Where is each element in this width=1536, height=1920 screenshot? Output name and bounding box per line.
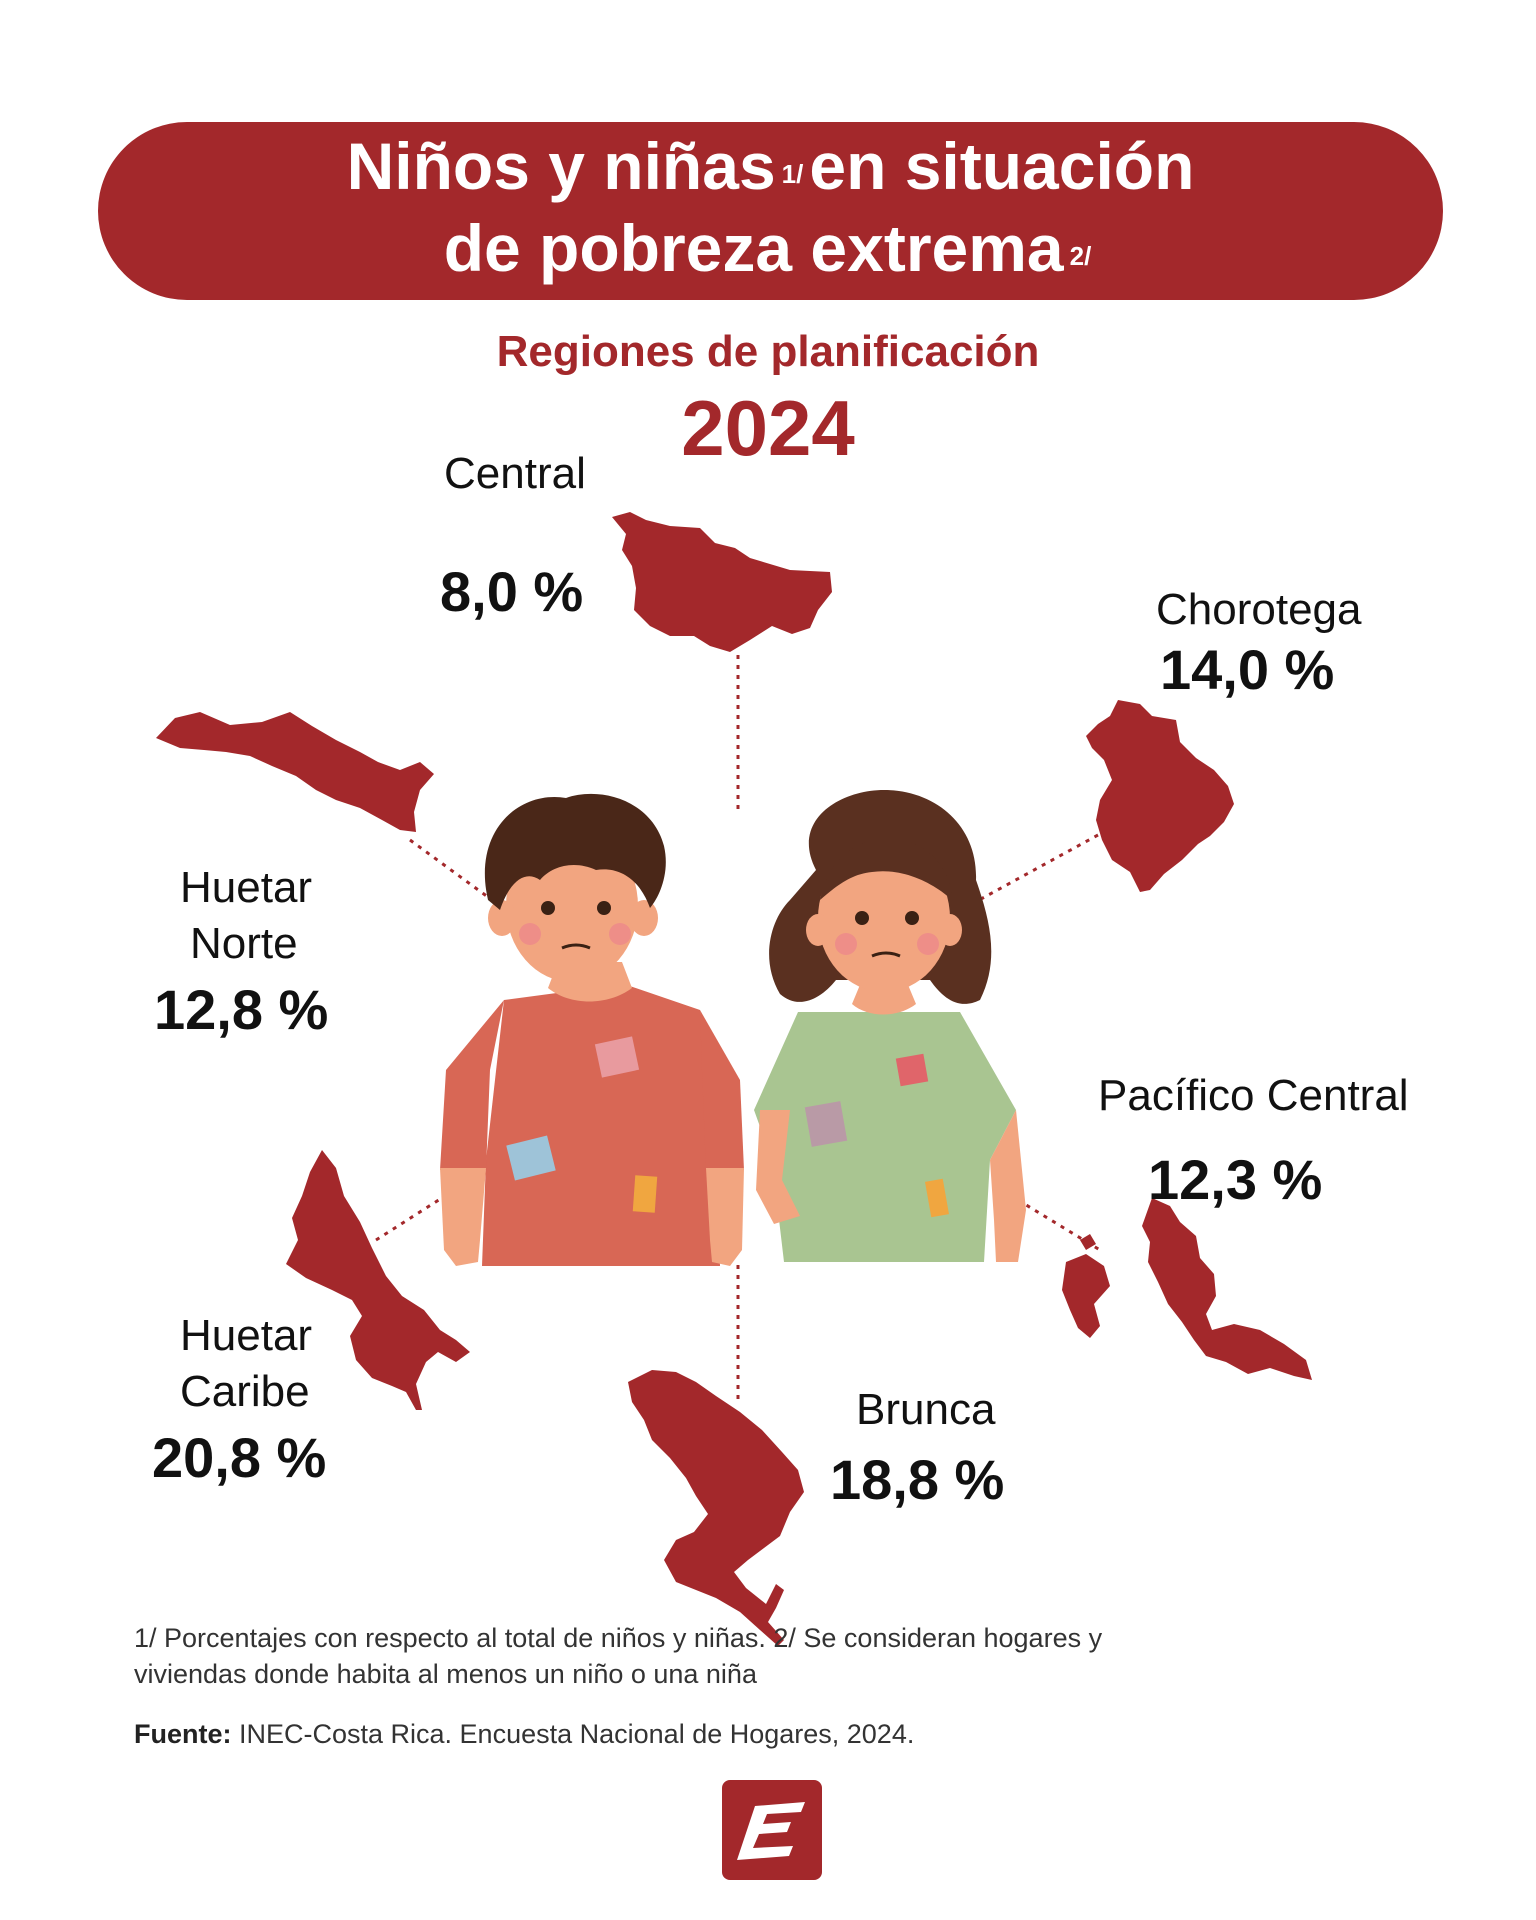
- region-value-huetar-norte: 12,8 %: [154, 978, 329, 1041]
- map-central-icon: [612, 512, 832, 652]
- region-name-huetar-norte-line2: Norte: [190, 919, 298, 968]
- inec-e-logo-icon: [722, 1780, 822, 1880]
- connector-chorotega: [969, 833, 1099, 907]
- source-text: INEC-Costa Rica. Encuesta Nacional de Ho…: [231, 1719, 915, 1749]
- title-text-1b: en situación: [809, 129, 1195, 203]
- map-brunca-icon: [628, 1370, 804, 1646]
- region-value-huetar-caribe: 20,8 %: [152, 1426, 327, 1489]
- region-name-chorotega: Chorotega: [1156, 585, 1362, 634]
- region-name-huetar-norte-line1: Huetar: [180, 863, 313, 912]
- subtitle: Regiones de planificación: [496, 327, 1040, 376]
- region-name-huetar-caribe-line2: Caribe: [180, 1367, 310, 1416]
- map-huetar-norte-icon: [156, 712, 434, 832]
- source-label: Fuente:: [134, 1719, 232, 1749]
- title-sup-1: 1/: [781, 159, 804, 189]
- map-pacifico-central-icon: [1062, 1198, 1312, 1380]
- source-note: Fuente: INEC-Costa Rica. Encuesta Nacion…: [134, 1716, 1404, 1752]
- title-line-1: Niños y niñas 1/en situación: [347, 129, 1195, 211]
- logo-glyph: [737, 1802, 805, 1860]
- connector-huetar-norte: [409, 838, 493, 902]
- region-name-huetar-caribe-line1: Huetar: [180, 1311, 313, 1360]
- boy-illustration: [440, 793, 744, 1266]
- region-value-chorotega: 14,0 %: [1160, 638, 1335, 701]
- title-text-1a: Niños y niñas: [346, 129, 776, 203]
- region-name-brunca: Brunca: [856, 1385, 996, 1434]
- region-value-pacifico-central: 12,3 %: [1148, 1148, 1323, 1211]
- region-name-pacifico-central: Pacífico Central: [1098, 1071, 1409, 1120]
- title-text-2a: de pobreza extrema: [443, 211, 1064, 285]
- map-chorotega-icon: [1086, 700, 1234, 892]
- region-name-central: Central: [444, 449, 586, 498]
- region-value-central: 8,0 %: [440, 560, 584, 623]
- map-huetar-caribe-icon: [286, 1150, 470, 1410]
- year: 2024: [681, 384, 855, 472]
- footnote-line-1: 1/ Porcentajes con respecto al total de …: [134, 1623, 1103, 1653]
- title-banner: Niños y niñas 1/en situación de pobreza e…: [98, 122, 1443, 300]
- footnote-line-2: viviendas donde habita al menos un niño …: [134, 1659, 757, 1689]
- title-sup-2: 2/: [1069, 241, 1092, 271]
- girl-illustration: [754, 790, 1026, 1262]
- footnote: 1/ Porcentajes con respecto al total de …: [134, 1620, 1404, 1692]
- region-value-brunca: 18,8 %: [830, 1448, 1005, 1511]
- title-line-2: de pobreza extrema 2/: [444, 211, 1098, 293]
